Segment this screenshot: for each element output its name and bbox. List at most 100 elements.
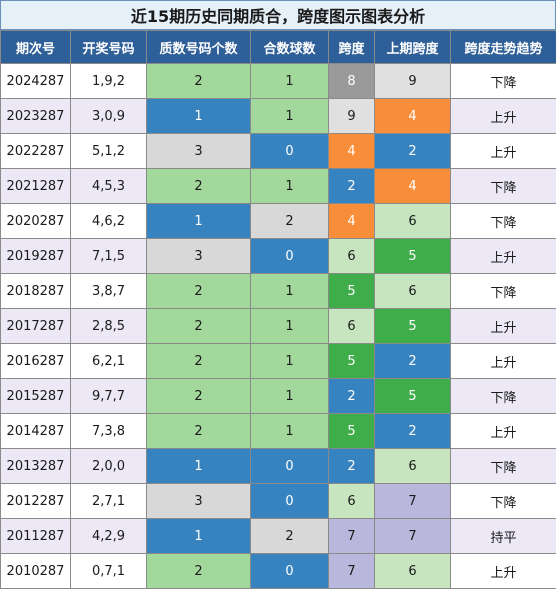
- table-row: 2018287 3,8,7 2 1 5 6 下降: [0, 273, 556, 309]
- composite-count-cell: 0: [250, 238, 329, 274]
- span-cell: 2: [328, 168, 375, 204]
- composite-count-cell: 0: [250, 483, 329, 519]
- table-row: 2010287 0,7,1 2 0 7 6 上升: [0, 553, 556, 589]
- trend-cell: 下降: [450, 378, 556, 414]
- span-cell: 2: [328, 378, 375, 414]
- numbers-cell: 4,5,3: [70, 168, 147, 204]
- trend-cell: 下降: [450, 63, 556, 99]
- composite-count-cell: 0: [250, 553, 329, 589]
- composite-count-cell: 2: [250, 203, 329, 239]
- composite-count-cell: 1: [250, 378, 329, 414]
- span-cell: 4: [328, 203, 375, 239]
- span-cell: 7: [328, 518, 375, 554]
- composite-count-cell: 2: [250, 518, 329, 554]
- issue-cell: 2010287: [0, 553, 71, 589]
- span-cell: 8: [328, 63, 375, 99]
- numbers-cell: 2,7,1: [70, 483, 147, 519]
- span-cell: 5: [328, 273, 375, 309]
- prev-span-cell: 7: [374, 483, 451, 519]
- prime-count-cell: 2: [146, 63, 251, 99]
- issue-cell: 2014287: [0, 413, 71, 449]
- prev-span-cell: 6: [374, 448, 451, 484]
- trend-cell: 上升: [450, 308, 556, 344]
- table-row: 2013287 2,0,0 1 0 2 6 下降: [0, 448, 556, 484]
- numbers-cell: 5,1,2: [70, 133, 147, 169]
- composite-count-cell: 1: [250, 168, 329, 204]
- span-cell: 6: [328, 238, 375, 274]
- span-cell: 6: [328, 483, 375, 519]
- numbers-cell: 2,0,0: [70, 448, 147, 484]
- trend-cell: 上升: [450, 413, 556, 449]
- prev-span-cell: 2: [374, 413, 451, 449]
- issue-cell: 2015287: [0, 378, 71, 414]
- prev-span-cell: 2: [374, 343, 451, 379]
- issue-cell: 2016287: [0, 343, 71, 379]
- span-cell: 5: [328, 343, 375, 379]
- table-header-row: 期次号 开奖号码 质数号码个数 合数球数 跨度 上期跨度 跨度走势趋势: [0, 30, 556, 64]
- trend-cell: 下降: [450, 273, 556, 309]
- header-prev-span: 上期跨度: [374, 30, 451, 64]
- numbers-cell: 0,7,1: [70, 553, 147, 589]
- prime-count-cell: 1: [146, 448, 251, 484]
- issue-cell: 2022287: [0, 133, 71, 169]
- trend-cell: 上升: [450, 553, 556, 589]
- numbers-cell: 4,2,9: [70, 518, 147, 554]
- trend-cell: 持平: [450, 518, 556, 554]
- table-row: 2016287 6,2,1 2 1 5 2 上升: [0, 343, 556, 379]
- table-row: 2023287 3,0,9 1 1 9 4 上升: [0, 98, 556, 134]
- table-row: 2020287 4,6,2 1 2 4 6 下降: [0, 203, 556, 239]
- table-row: 2021287 4,5,3 2 1 2 4 下降: [0, 168, 556, 204]
- table-row: 2019287 7,1,5 3 0 6 5 上升: [0, 238, 556, 274]
- prev-span-cell: 6: [374, 553, 451, 589]
- prev-span-cell: 2: [374, 133, 451, 169]
- prime-count-cell: 1: [146, 518, 251, 554]
- table-row: 2012287 2,7,1 3 0 6 7 下降: [0, 483, 556, 519]
- trend-cell: 下降: [450, 483, 556, 519]
- prime-count-cell: 2: [146, 378, 251, 414]
- table-row: 2022287 5,1,2 3 0 4 2 上升: [0, 133, 556, 169]
- trend-cell: 下降: [450, 448, 556, 484]
- prev-span-cell: 6: [374, 273, 451, 309]
- issue-cell: 2011287: [0, 518, 71, 554]
- issue-cell: 2019287: [0, 238, 71, 274]
- numbers-cell: 9,7,7: [70, 378, 147, 414]
- header-prime-count: 质数号码个数: [146, 30, 251, 64]
- header-composite-count: 合数球数: [250, 30, 329, 64]
- prime-count-cell: 3: [146, 133, 251, 169]
- numbers-cell: 2,8,5: [70, 308, 147, 344]
- table-row: 2024287 1,9,2 2 1 8 9 下降: [0, 63, 556, 99]
- span-cell: 7: [328, 553, 375, 589]
- prev-span-cell: 9: [374, 63, 451, 99]
- numbers-cell: 3,8,7: [70, 273, 147, 309]
- table-row: 2015287 9,7,7 2 1 2 5 下降: [0, 378, 556, 414]
- table-row: 2011287 4,2,9 1 2 7 7 持平: [0, 518, 556, 554]
- analysis-table: 期次号 开奖号码 质数号码个数 合数球数 跨度 上期跨度 跨度走势趋势 2024…: [0, 30, 556, 589]
- prime-count-cell: 2: [146, 343, 251, 379]
- issue-cell: 2021287: [0, 168, 71, 204]
- trend-cell: 下降: [450, 203, 556, 239]
- composite-count-cell: 1: [250, 63, 329, 99]
- span-cell: 2: [328, 448, 375, 484]
- numbers-cell: 4,6,2: [70, 203, 147, 239]
- composite-count-cell: 0: [250, 133, 329, 169]
- prime-count-cell: 3: [146, 238, 251, 274]
- prime-count-cell: 1: [146, 203, 251, 239]
- prime-count-cell: 2: [146, 413, 251, 449]
- composite-count-cell: 1: [250, 273, 329, 309]
- prev-span-cell: 5: [374, 308, 451, 344]
- prime-count-cell: 2: [146, 553, 251, 589]
- issue-cell: 2017287: [0, 308, 71, 344]
- table-body: 2024287 1,9,2 2 1 8 9 下降 2023287 3,0,9 1 1 9 4 上升 2022…: [0, 63, 556, 589]
- composite-count-cell: 1: [250, 413, 329, 449]
- issue-cell: 2024287: [0, 63, 71, 99]
- prev-span-cell: 7: [374, 518, 451, 554]
- header-trend: 跨度走势趋势: [450, 30, 556, 64]
- table-row: 2017287 2,8,5 2 1 6 5 上升: [0, 308, 556, 344]
- prev-span-cell: 6: [374, 203, 451, 239]
- prime-count-cell: 2: [146, 273, 251, 309]
- issue-cell: 2018287: [0, 273, 71, 309]
- header-numbers: 开奖号码: [70, 30, 147, 64]
- issue-cell: 2012287: [0, 483, 71, 519]
- span-cell: 6: [328, 308, 375, 344]
